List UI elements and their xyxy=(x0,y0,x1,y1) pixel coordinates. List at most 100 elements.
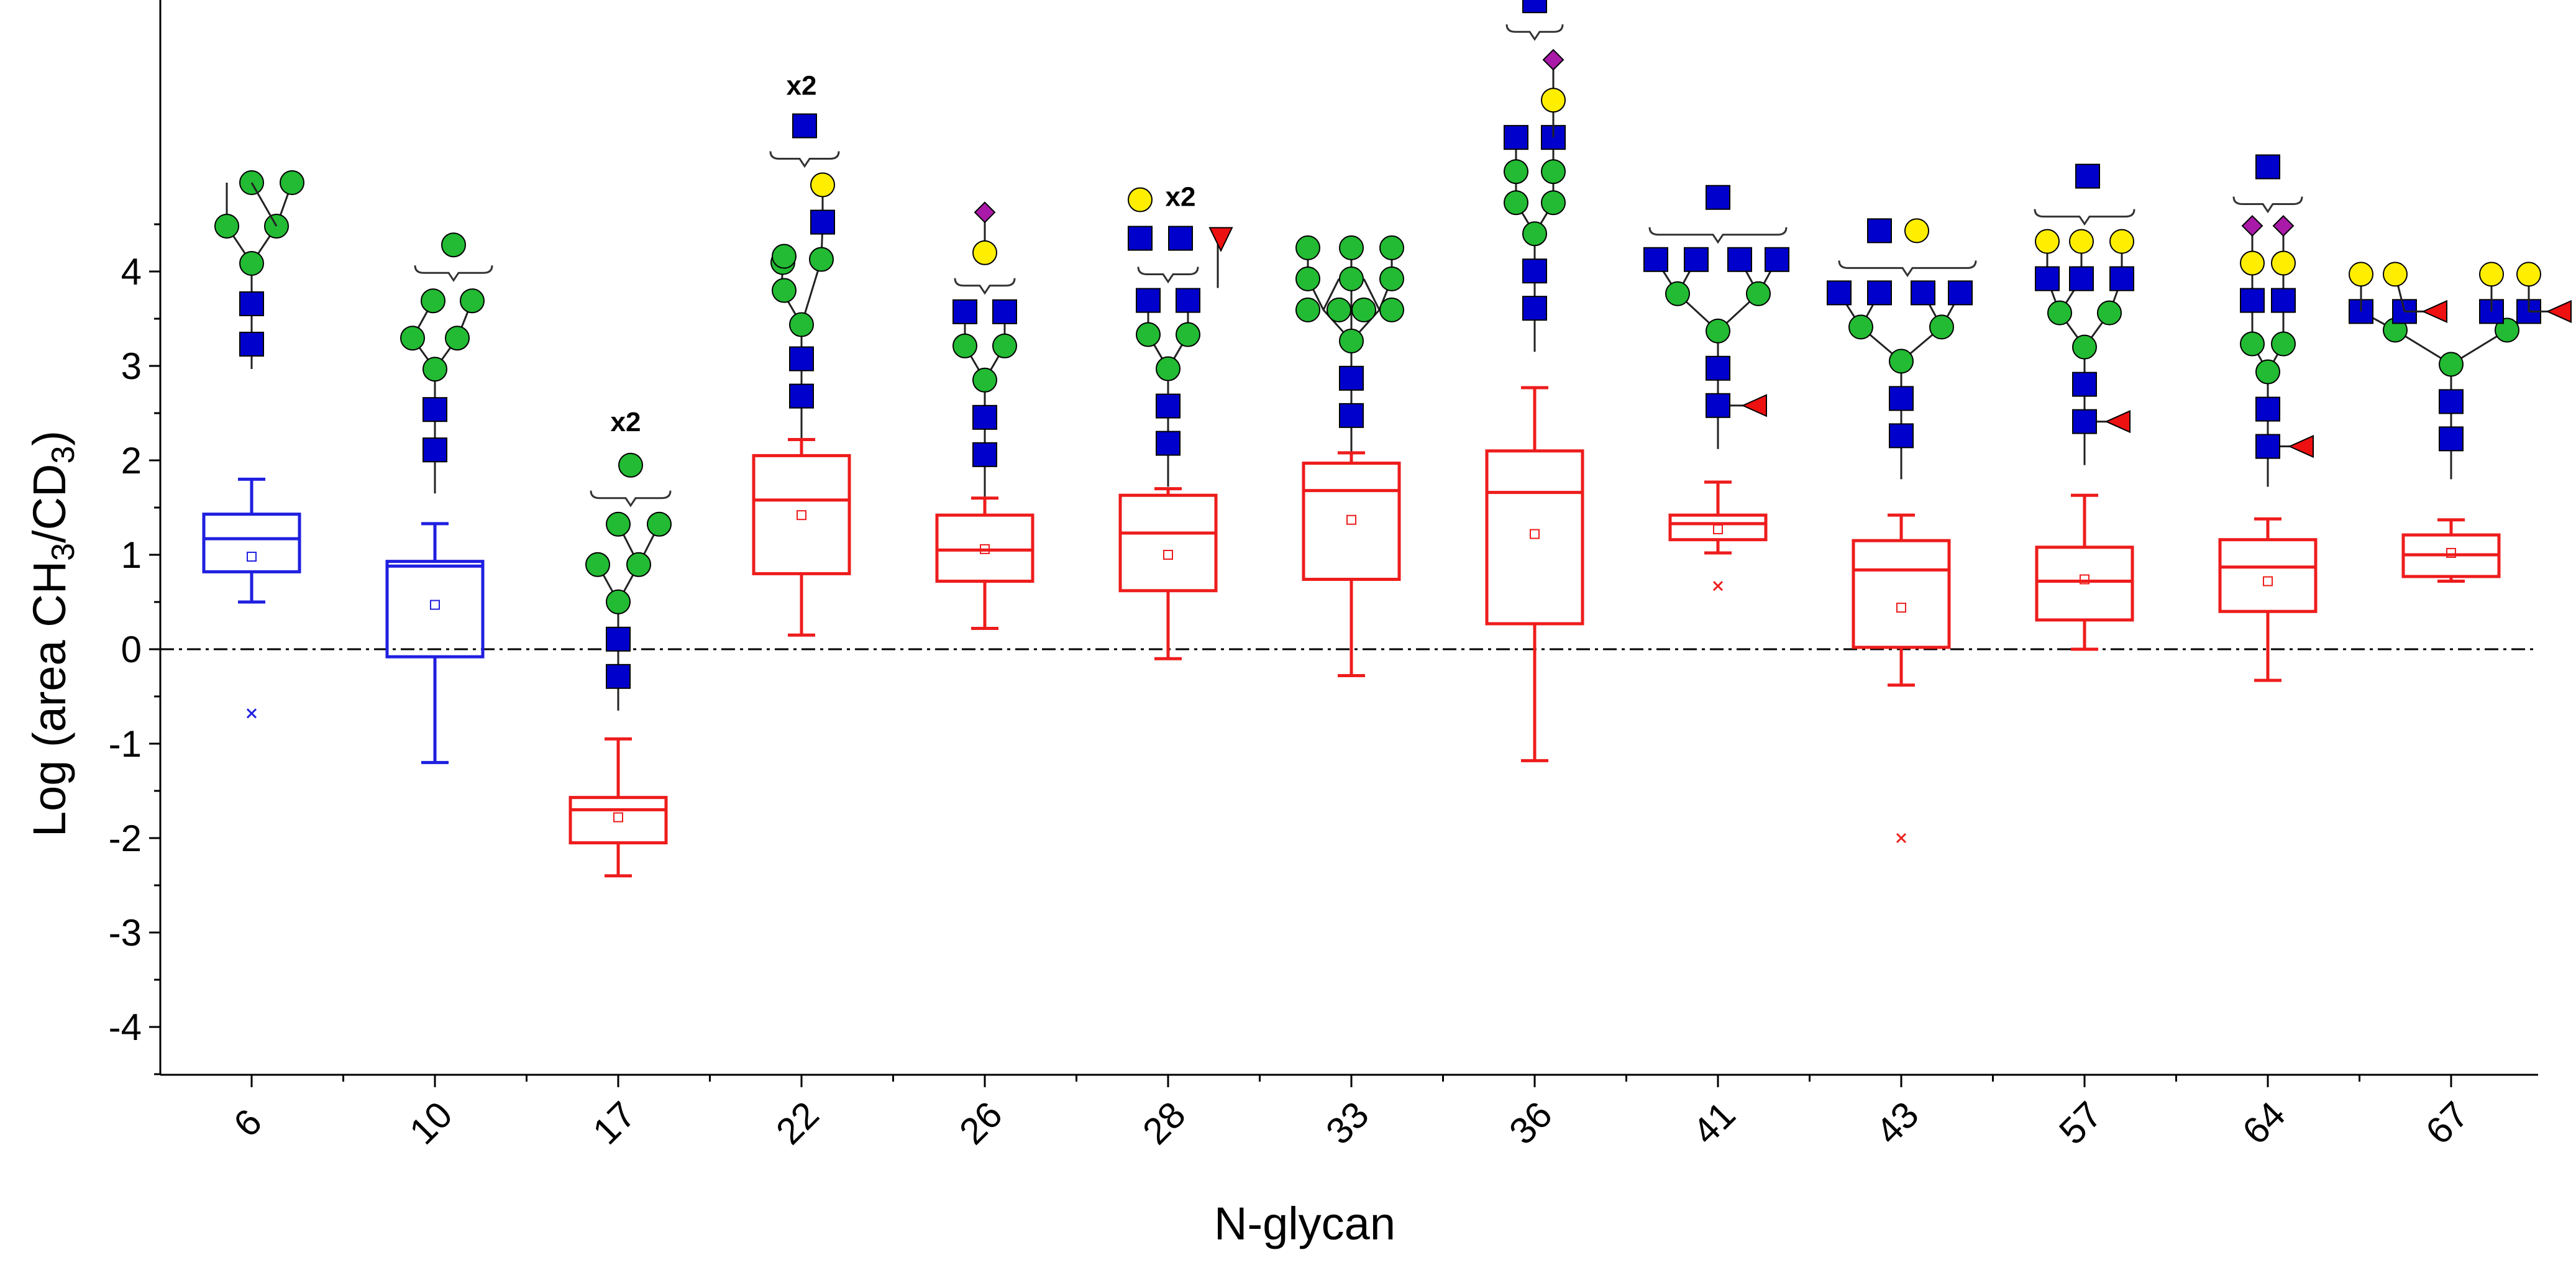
glcnac-square xyxy=(422,437,447,463)
mean-marker xyxy=(797,510,806,521)
man-circle xyxy=(1339,266,1364,291)
box-series xyxy=(202,386,2501,878)
man-circle xyxy=(280,170,304,195)
gal-circle xyxy=(2479,262,2504,287)
glcnac-square xyxy=(2439,426,2464,452)
man-circle xyxy=(1541,190,1566,216)
glcnac-square xyxy=(2069,266,2094,291)
glcnac-square xyxy=(2035,266,2060,291)
y-tick-label: -1 xyxy=(109,723,142,765)
glycan-33 xyxy=(1295,235,1404,453)
man-circle xyxy=(1929,314,1954,340)
iqr-box xyxy=(1668,513,1768,542)
man-circle xyxy=(1746,281,1771,306)
glycan-57 xyxy=(2034,163,2135,465)
sialic-acid-diamond xyxy=(2272,215,2295,237)
iqr-box xyxy=(2218,538,2318,613)
man-circle xyxy=(1706,318,1730,344)
iqr-box xyxy=(935,513,1035,583)
man-circle xyxy=(809,247,834,272)
y-tick-label: 4 xyxy=(121,251,142,293)
outlier-marker xyxy=(1712,581,1724,591)
glycan-28: x2 xyxy=(1128,182,1233,487)
glycan-17: x2 xyxy=(585,407,672,711)
man-circle xyxy=(1379,266,1404,291)
man-circle xyxy=(2255,359,2280,385)
gal-circle xyxy=(1904,218,1929,244)
gal-circle xyxy=(972,240,997,265)
y-tick-label: 1 xyxy=(121,534,142,576)
man-circle xyxy=(460,288,485,314)
fucose-triangle xyxy=(2104,410,2131,434)
x-tick-label: 26 xyxy=(951,1093,1010,1152)
box-6 xyxy=(202,477,301,719)
man-circle xyxy=(647,511,672,537)
x-tick-label: 17 xyxy=(585,1093,644,1152)
glycan-22: x2 xyxy=(769,71,840,440)
fucose-triangle xyxy=(2288,435,2314,458)
glcnac-square xyxy=(792,113,817,139)
glycan-67 xyxy=(2349,262,2572,480)
glycan-41 xyxy=(1643,185,1789,449)
box-64 xyxy=(2218,517,2318,682)
man-circle xyxy=(2097,300,2122,326)
x-tick-label: 64 xyxy=(2234,1093,2293,1152)
man-circle xyxy=(239,250,264,276)
brace xyxy=(954,278,1016,295)
man-circle xyxy=(772,278,797,303)
glcnac-square xyxy=(1522,296,1547,321)
man-circle xyxy=(2439,352,2464,377)
man-circle xyxy=(421,288,445,314)
glcnac-square xyxy=(606,664,631,689)
glcnac-square xyxy=(1156,431,1181,456)
glcnac-square xyxy=(972,442,997,467)
glcnac-square xyxy=(992,299,1017,324)
fucose-triangle xyxy=(2546,299,2572,323)
glcnac-square xyxy=(972,404,997,430)
man-circle xyxy=(445,326,470,351)
box-33 xyxy=(1302,451,1401,678)
man-circle xyxy=(1339,328,1364,353)
multiplier-label: x2 xyxy=(1166,182,1196,212)
glcnac-square xyxy=(1176,288,1200,313)
man-circle xyxy=(1379,297,1404,322)
mean-marker xyxy=(980,544,990,554)
glycan-26 xyxy=(952,201,1017,498)
glcnac-square xyxy=(1522,0,1547,14)
x-tick-label: 10 xyxy=(401,1093,460,1152)
iqr-box xyxy=(752,454,851,575)
gal-circle xyxy=(2271,250,2296,276)
brace xyxy=(590,490,672,508)
mean-marker xyxy=(1896,603,1906,613)
multiplier-label: x2 xyxy=(611,407,641,437)
y-tick-label: 3 xyxy=(121,345,142,387)
man-circle xyxy=(1848,314,1873,340)
glcnac-square xyxy=(1827,280,1852,306)
man-circle xyxy=(1295,266,1320,291)
glcnac-square xyxy=(1136,288,1161,313)
x-tick-label: 22 xyxy=(768,1093,827,1152)
glcnac-square xyxy=(2075,163,2100,189)
fucose-triangle xyxy=(2421,299,2447,323)
glcnac-square xyxy=(1765,247,1789,272)
glcnac-square xyxy=(2255,154,2280,180)
man-circle xyxy=(606,589,631,614)
glcnac-square xyxy=(2109,266,2134,291)
mean-marker xyxy=(1346,514,1356,525)
brace xyxy=(2034,209,2135,226)
brace xyxy=(769,151,840,168)
mean-marker xyxy=(2263,576,2273,586)
mean-marker xyxy=(613,812,623,823)
glcnac-square xyxy=(1168,226,1193,251)
x-tick-label: 33 xyxy=(1318,1093,1377,1152)
gal-circle xyxy=(2069,229,2094,254)
glcnac-square xyxy=(789,346,814,372)
glcnac-square xyxy=(2271,288,2296,313)
glycan-43 xyxy=(1827,218,1977,480)
gal-circle xyxy=(810,172,835,198)
man-circle xyxy=(1504,159,1528,185)
iqr-box xyxy=(1852,539,1951,649)
box-26 xyxy=(935,496,1035,631)
man-circle xyxy=(952,333,977,358)
man-circle xyxy=(1327,297,1351,322)
